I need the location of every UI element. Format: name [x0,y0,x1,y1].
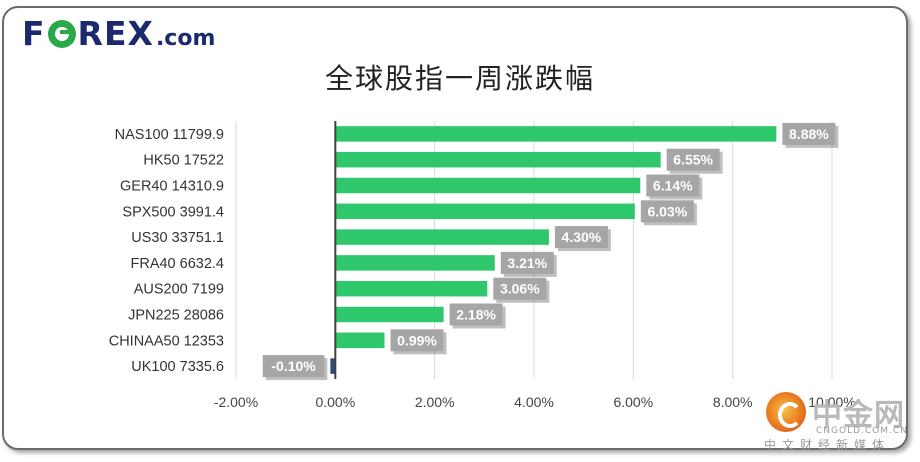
forex-logo: F REX .com [22,14,215,54]
logo-o-icon [47,20,76,48]
bar [335,255,495,271]
watermark-tagline: 中文财经新媒体 [764,438,891,452]
data-label-box [640,200,694,223]
data-label: 6.03% [640,200,697,226]
logo-suffix: .com [155,26,216,51]
logo-text-left: F [22,14,46,53]
bar [335,229,549,245]
data-label-box [493,277,547,300]
watermark-name: 中金网 [812,398,905,433]
category-label: JPN225 28086 [128,308,224,324]
data-label-text: 2.18% [456,307,496,323]
x-tick-label: 10.00% [808,394,855,410]
data-label-box [554,226,608,249]
x-tick-label: 2.00% [415,394,455,410]
bar [335,280,488,297]
data-label-text: 4.30% [562,229,602,245]
data-label: 6.55% [666,148,723,174]
data-label-box [666,148,720,171]
data-label: 3.21% [500,251,557,277]
category-label: AUS200 7199 [134,282,224,298]
logo-text-right: REX [77,14,154,53]
bar [335,306,444,323]
bar [335,151,661,168]
bar [335,126,777,142]
data-label: 2.18% [449,303,506,329]
data-label-text: 0.99% [397,332,437,348]
chart-title: 全球股指一周涨跌幅 [324,62,595,95]
x-tick-label: 0.00% [315,394,355,410]
watermark-url: CNGOLD.COM.CN [816,426,908,436]
data-label-box [500,251,554,274]
category-label: NAS100 11799.9 [115,127,224,143]
bar [335,203,635,220]
data-label-text: 8.88% [789,126,829,142]
data-label-box [390,329,444,352]
data-label-box [782,122,836,145]
data-label: 0.99% [390,329,447,355]
category-label: GER40 14310.9 [120,179,224,195]
data-label: 3.06% [493,277,550,303]
category-label: UK100 7335.6 [131,359,224,375]
data-label-text: 3.21% [507,255,547,271]
category-label: CHINAA50 12353 [109,333,224,349]
bar [335,177,641,194]
data-label-box [646,174,700,197]
data-label: -0.10% [262,355,328,381]
data-label: 8.88% [782,122,839,148]
data-label: 6.14% [646,174,703,200]
x-tick-label: 6.00% [613,394,653,410]
cngold-logo-icon [766,392,806,432]
category-label: FRA40 6632.4 [130,256,224,272]
data-label-text: 6.55% [673,152,713,168]
category-label: HK50 17522 [143,153,224,169]
data-label-text: 6.03% [647,203,687,219]
category-label: US30 33751.1 [131,230,224,246]
chart-frame [2,6,908,450]
cngold-watermark: 中金网 CNGOLD.COM.CN 中文财经新媒体 [760,386,916,456]
bar [335,332,385,349]
data-label-box [449,303,503,326]
x-tick-label: 4.00% [514,394,554,410]
data-label-text: 3.06% [500,281,540,297]
category-label: SPX500 3991.4 [122,204,224,220]
data-label-text: -0.10% [271,358,316,374]
data-label-text: 6.14% [653,178,693,194]
bar [330,358,336,374]
data-label-box [262,355,325,378]
x-tick-label: -2.00% [214,394,258,410]
data-label: 4.30% [554,226,611,252]
x-tick-label: 8.00% [713,394,753,410]
